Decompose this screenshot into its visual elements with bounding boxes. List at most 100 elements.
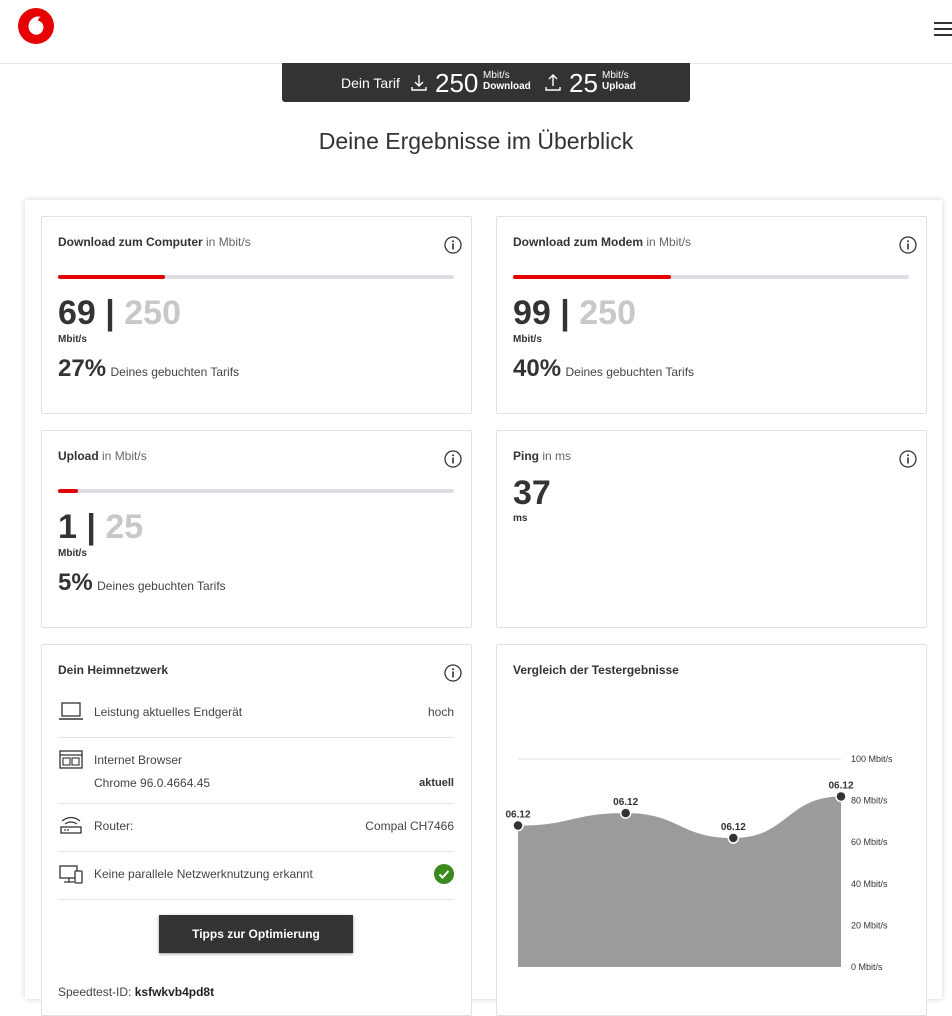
chart-point-label: 06.12: [613, 797, 638, 808]
speedtest-id: Speedtest-ID: ksfwkvb4pd8t: [58, 985, 214, 999]
chart-point-label: 06.12: [828, 780, 853, 791]
card-heimnetzwerk: Dein Heimnetzwerk Leistung aktuelles End…: [41, 644, 472, 1016]
divider: [58, 851, 454, 852]
tarif-download-label: Download: [483, 81, 531, 92]
row-value: Compal CH7466: [365, 819, 454, 833]
row-sublabel: Chrome 96.0.4664.45: [94, 776, 211, 790]
laptop-icon: [59, 702, 83, 720]
progress-fill: [513, 275, 672, 279]
chart-ytick-label: 40 Mbit/s: [851, 879, 888, 889]
speedtest-id-value: ksfwkvb4pd8t: [134, 985, 215, 999]
tarif-label: Dein Tarif: [341, 75, 400, 91]
check-circle-icon: [434, 864, 454, 884]
list-item: Keine parallele Netzwerknutzung erkannt: [58, 863, 454, 887]
divider: [58, 899, 454, 900]
speed-unit: Mbit/s: [513, 334, 542, 345]
percent-value: 5%: [58, 569, 93, 596]
percent-line: 27% Deines gebuchten Tarifs: [58, 355, 239, 383]
tarif-download-unit: Mbit/s Download: [483, 70, 531, 92]
chart-point-label: 06.12: [505, 810, 530, 821]
info-icon[interactable]: [444, 236, 462, 254]
tarif-download-unit-text: Mbit/s: [483, 70, 510, 81]
measured-value: 99: [513, 294, 551, 332]
info-icon[interactable]: [444, 450, 462, 468]
card-chart: Vergleich der Testergebnisse 06.12 06.12 0…: [496, 644, 927, 1016]
router-icon: [60, 816, 82, 834]
row-value: hoch: [427, 705, 454, 719]
card-title: Download zum Computer in Mbit/s: [58, 235, 251, 249]
card-title-text: Dein Heimnetzwerk: [58, 663, 169, 677]
value-separator: |: [86, 508, 96, 546]
tarif-max-value: 250: [579, 294, 636, 332]
percent-text: Deines gebuchten Tarifs: [97, 579, 226, 593]
download-icon: [411, 75, 427, 91]
card-title: Dein Heimnetzwerk: [58, 663, 168, 677]
chart-title: Vergleich der Testergebnisse: [513, 663, 679, 677]
progress-track: [58, 275, 454, 279]
ping-value: 37: [513, 474, 551, 512]
tarif-max-value: 25: [105, 508, 144, 546]
tarif-upload-unit: Mbit/s Upload: [602, 70, 636, 92]
row-label: Keine parallele Netzwerknutzung erkannt: [94, 867, 313, 881]
tarif-upload-label: Upload: [602, 81, 636, 92]
comparison-chart: 06.12 06.12 06.12 06.12 0 Mbit/s 20 Mbit/s 40 …: [505, 754, 893, 972]
percent-value: 40%: [513, 355, 562, 382]
percent-text: Deines gebuchten Tarifs: [565, 365, 695, 379]
card-title: Ping in ms: [513, 449, 571, 463]
card-title: Upload in Mbit/s: [58, 449, 147, 463]
chart-point: [619, 807, 632, 819]
info-icon[interactable]: [899, 450, 917, 468]
optimization-tips-button[interactable]: Tipps zur Optimierung: [159, 915, 353, 953]
divider: [58, 803, 454, 804]
list-item: Internet Browser Chrome 96.0.4664.45 akt…: [58, 749, 454, 790]
browser-icon: [59, 750, 83, 769]
progress-fill: [58, 489, 78, 493]
top-header: [0, 0, 952, 64]
tarif-upload-value: 25: [569, 68, 598, 98]
upload-icon: [545, 74, 561, 91]
card-ping: Ping in ms 37 ms: [496, 430, 927, 628]
chart-point-label: 06.12: [721, 822, 746, 833]
speedtest-id-label: Speedtest-ID:: [58, 985, 132, 999]
card-title: Download zum Modem in Mbit/s: [513, 235, 691, 249]
chart-ytick-label: 0 Mbit/s: [851, 962, 883, 972]
percent-line: 40% Deines gebuchten Tarifs: [513, 355, 694, 383]
row-label: Internet Browser: [94, 753, 183, 767]
info-icon[interactable]: [899, 236, 917, 254]
hamburger-menu-icon[interactable]: [934, 22, 952, 38]
card-title-text: Download zum Modem: [513, 235, 643, 249]
chart-point: [727, 832, 740, 844]
card-title-text: Ping: [513, 449, 539, 463]
percent-line: 5% Deines gebuchten Tarifs: [58, 569, 226, 597]
speed-unit: Mbit/s: [58, 334, 87, 345]
progress-track: [58, 489, 454, 493]
percent-text: Deines gebuchten Tarifs: [110, 365, 240, 379]
card-title-unit: in Mbit/s: [102, 449, 147, 463]
chart-ytick-label: 80 Mbit/s: [851, 796, 888, 806]
row-label: Router:: [94, 819, 134, 833]
divider: [58, 737, 454, 738]
info-icon[interactable]: [444, 664, 462, 682]
chart-ytick-label: 60 Mbit/s: [851, 837, 888, 847]
percent-value: 27%: [58, 355, 107, 382]
list-item: Leistung aktuelles Endgerät hoch: [58, 701, 454, 723]
card-title-unit: in Mbit/s: [206, 235, 251, 249]
tarif-bar: Dein Tarif 250 Mbit/s Download 25 Mbit/s…: [282, 63, 690, 102]
speed-value: 1 | 25: [58, 507, 143, 547]
speed-value: 69 | 250: [58, 293, 181, 333]
row-label: Leistung aktuelles Endgerät: [94, 705, 243, 719]
ping-unit: ms: [513, 513, 528, 524]
card-title-text: Upload: [58, 449, 99, 463]
chart-area-series: [518, 796, 841, 967]
card-title-unit: in Mbit/s: [646, 235, 692, 249]
tarif-upload-unit-text: Mbit/s: [602, 70, 629, 81]
vodafone-logo-icon[interactable]: [18, 8, 54, 44]
speed-value: 99 | 250: [513, 293, 636, 333]
progress-track: [513, 275, 909, 279]
chart-ytick-label: 100 Mbit/s: [851, 754, 893, 764]
chart-ytick-label: 20 Mbit/s: [851, 920, 888, 930]
row-value: aktuell: [419, 777, 454, 789]
card-upload: Upload in Mbit/s 1 | 25 Mbit/s 5% Deines…: [41, 430, 472, 628]
chart-point: [835, 790, 847, 803]
measured-value: 69: [58, 294, 96, 332]
